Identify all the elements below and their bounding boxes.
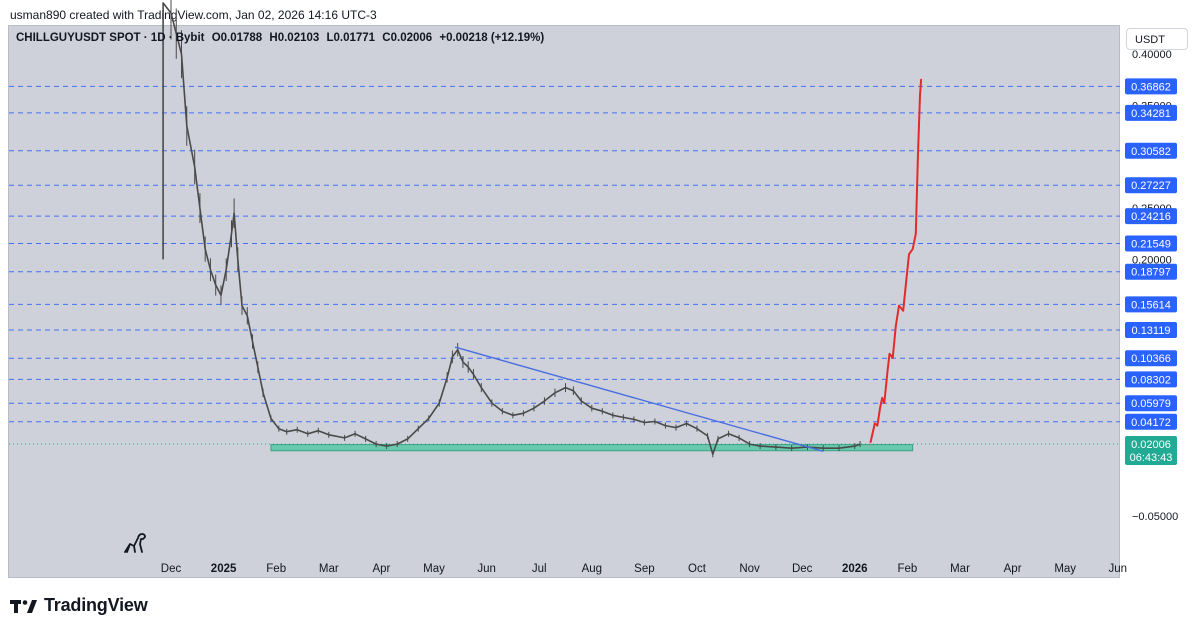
resistance-label: 0.30582 (1131, 146, 1171, 158)
tradingview-logo-icon (10, 599, 37, 613)
resistance-label: 0.36862 (1131, 81, 1171, 93)
resistance-label-bg (1125, 350, 1177, 367)
x-tick-year-label: 2026 (842, 563, 868, 575)
projection-path[interactable] (869, 78, 923, 443)
resistance-label-bg (1125, 371, 1177, 388)
descending-trendline[interactable] (454, 346, 824, 453)
resistance-label: 0.04172 (1131, 417, 1171, 429)
x-tick-label: Dec (161, 563, 182, 575)
bar-countdown-label: 06:43:43 (1130, 452, 1173, 464)
price-change: +0.00218 (+12.19%) (439, 32, 545, 44)
x-tick-label: Oct (688, 563, 707, 575)
resistance-label: 0.18797 (1131, 267, 1171, 279)
resistance-label: 0.15614 (1131, 299, 1171, 311)
y-tick-label: 0.20000 (1132, 254, 1172, 266)
ohlc-open: O0.01788 (211, 32, 263, 44)
x-tick-label: Aug (582, 563, 602, 575)
last-price-label-bg (1125, 436, 1177, 465)
price-series-layer (162, 0, 861, 458)
resistance-label: 0.05979 (1131, 398, 1171, 410)
x-tick-label: Mar (319, 563, 339, 575)
resistance-label: 0.10366 (1131, 353, 1171, 365)
symbol-name[interactable]: CHILLGUYUSDT SPOT · 1D · Bybit (16, 32, 205, 44)
price-line[interactable] (162, 2, 861, 456)
y-tick-label: 0.40000 (1132, 49, 1172, 61)
x-tick-label: Jun (477, 563, 496, 575)
ohlc-close: C0.02006 (382, 32, 433, 44)
chart-area[interactable] (8, 25, 1120, 578)
x-tick-label: May (423, 563, 445, 575)
x-tick-label: Sep (634, 563, 654, 575)
tradingview-logo-text: TradingView (44, 595, 148, 615)
x-tick-label: Dec (792, 563, 813, 575)
resistance-label-bg (1125, 413, 1177, 430)
x-tick-label: Feb (266, 563, 286, 575)
tradingview-logo[interactable]: TradingView (10, 595, 148, 616)
symbol-info: CHILLGUYUSDT SPOT · 1D · Bybit O0.01788 … (16, 32, 548, 44)
resistance-label-bg (1125, 177, 1177, 194)
ohlc-low: L0.01771 (326, 32, 376, 44)
dinosaur-icon (124, 533, 146, 553)
price-axis-layer: 0.400000.350000.250000.20000−0.050000.36… (1125, 49, 1178, 523)
resistance-label: 0.08302 (1131, 374, 1171, 386)
resistance-label-bg (1125, 142, 1177, 159)
y-tick-label: −0.05000 (1132, 511, 1178, 523)
chart-credit: usman890 created with TradingView.com, J… (10, 8, 377, 22)
x-tick-year-label: 2025 (211, 563, 237, 575)
projection-layer (869, 78, 923, 443)
resistance-label-bg (1125, 395, 1177, 412)
resistance-label-bg (1125, 104, 1177, 121)
resistance-label-bg (1125, 263, 1177, 280)
resistance-label: 0.24216 (1131, 211, 1171, 223)
support-zone[interactable] (270, 444, 914, 452)
resistance-label: 0.34281 (1131, 108, 1171, 120)
resistance-label-bg (1125, 208, 1177, 225)
resistance-label-bg (1125, 321, 1177, 338)
x-tick-label: Apr (372, 563, 390, 575)
x-tick-label: Nov (739, 563, 760, 575)
resistance-label-bg (1125, 235, 1177, 252)
x-tick-label: May (1054, 563, 1076, 575)
time-axis-layer: Dec 2025 Feb Mar Apr May Jun Jul Aug Sep Oct Nov Dec… (161, 563, 1127, 575)
last-price-label: 0.02006 (1131, 439, 1171, 451)
resistance-label-bg (1125, 296, 1177, 313)
support-zone-layer (270, 444, 914, 452)
currency-button[interactable]: USDT (1126, 28, 1188, 50)
ohlc-high: H0.02103 (269, 32, 320, 44)
x-tick-label: Jun (1109, 563, 1128, 575)
resistance-lines-layer (9, 85, 1120, 445)
resistance-label: 0.13119 (1132, 325, 1171, 337)
x-tick-label: Apr (1004, 563, 1022, 575)
resistance-label-bg (1125, 78, 1177, 95)
x-tick-label: Jul (532, 563, 547, 575)
x-tick-label: Mar (950, 563, 970, 575)
resistance-label: 0.21549 (1131, 238, 1171, 250)
resistance-label: 0.27227 (1131, 180, 1171, 192)
x-tick-label: Feb (897, 563, 917, 575)
trendline-layer (454, 346, 824, 453)
